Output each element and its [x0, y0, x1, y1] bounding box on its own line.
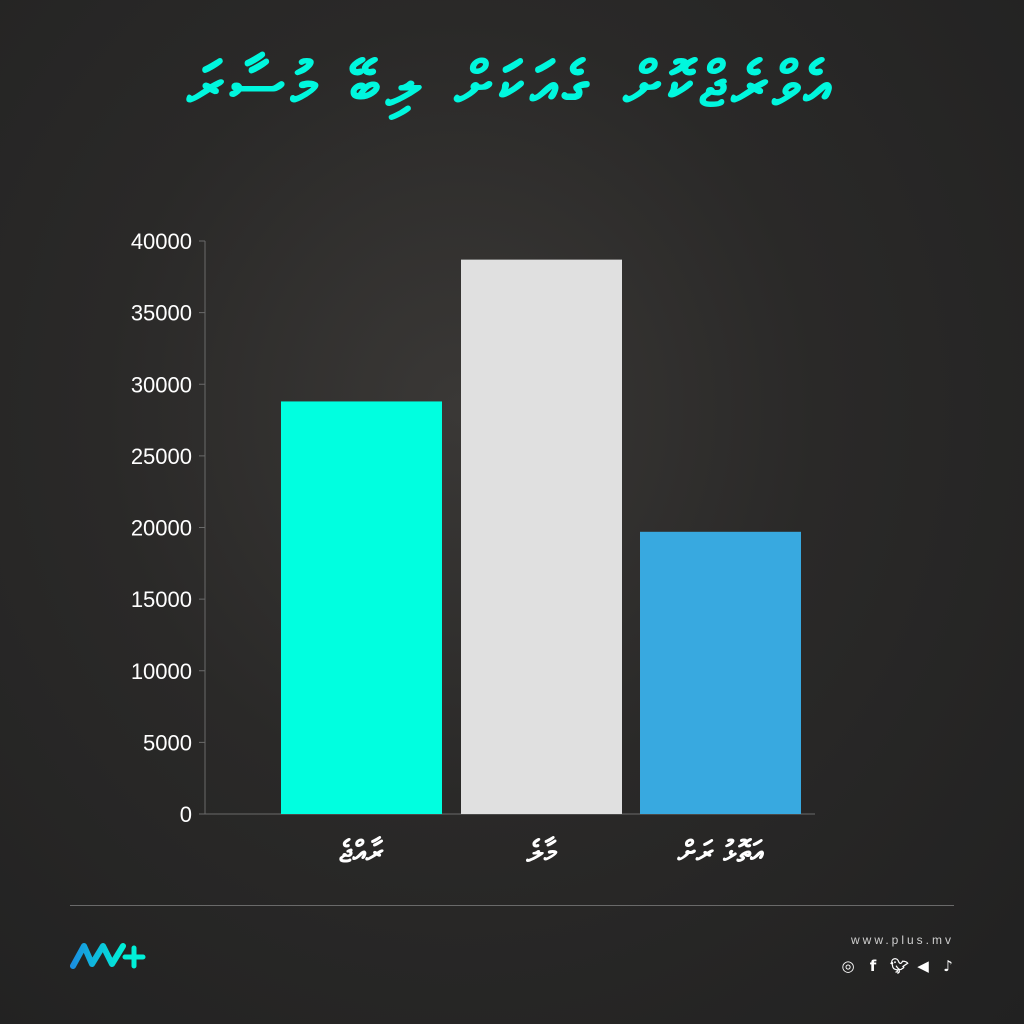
bar — [281, 401, 442, 814]
category-label: މާލެ — [526, 835, 558, 870]
x-axis-labels: ރާއްޖެ މާލެ އަތޮޅު ރަށް — [339, 835, 764, 870]
y-tick-label: 25000 — [131, 444, 192, 469]
mv-plus-logo — [70, 943, 146, 969]
instagram-icon[interactable]: ◎ — [841, 957, 855, 975]
website-link[interactable]: www.plus.mv — [850, 933, 954, 947]
y-tick-label: 35000 — [131, 301, 192, 326]
y-tick-label: 15000 — [131, 587, 192, 612]
y-tick-label: 30000 — [131, 372, 192, 397]
y-tick-label: 20000 — [131, 516, 192, 541]
bar — [461, 259, 622, 814]
social-icons: ◎ f 🐦︎ ◀ ♪ — [840, 957, 956, 975]
facebook-icon[interactable]: f — [869, 957, 877, 975]
bars — [281, 259, 801, 814]
y-tick-label: 10000 — [131, 659, 192, 684]
bar — [640, 531, 801, 814]
category-label: އަތޮޅު ރަށް — [677, 835, 765, 870]
chart-title: އެވްރެޖްކޮށް ގެއަކަށް ލިބޭ މުސާރަ — [187, 48, 837, 121]
tiktok-icon[interactable]: ♪ — [943, 957, 953, 975]
y-tick-label: 40000 — [131, 229, 192, 254]
y-tick-label: 5000 — [143, 730, 192, 755]
twitter-icon[interactable]: 🐦︎ — [890, 957, 910, 975]
category-label: ރާއްޖެ — [339, 835, 384, 870]
footer-divider — [70, 905, 954, 906]
y-axis: 0 5000 10000 15000 20000 25000 30000 35000 40000 — [131, 229, 815, 827]
y-tick-label: 0 — [180, 802, 192, 827]
telegram-icon[interactable]: ◀ — [917, 957, 929, 975]
